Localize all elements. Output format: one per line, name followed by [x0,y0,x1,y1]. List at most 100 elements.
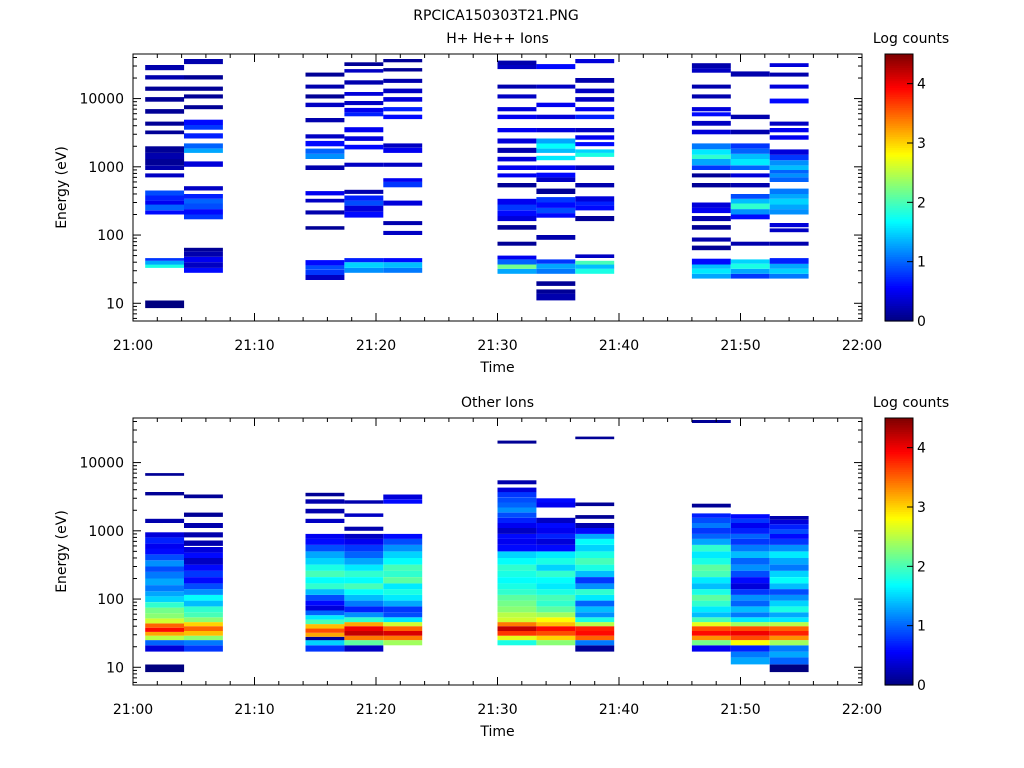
colorbar-band [885,107,913,111]
heatmap-cell [730,545,770,552]
heatmap-cell [383,533,423,539]
x-tick-label: 22:00 [842,702,882,718]
colorbar-band [885,216,913,220]
heatmap-cell [383,494,423,500]
heatmap-cell [184,125,223,130]
heatmap-cell [769,241,809,246]
heatmap-cell [769,600,809,607]
heatmap-cell [536,289,576,294]
heatmap-cell [730,159,770,166]
colorbar-band [885,569,913,573]
heatmap-cell [305,594,345,601]
heatmap-cell [536,197,576,203]
heatmap-cell [305,577,345,584]
heatmap-cell [769,577,809,584]
heatmap-cell [145,260,185,265]
heatmap-cell [184,606,223,613]
heatmap-cell [305,94,345,99]
colorbar-band [885,647,913,650]
colorbar-band [885,232,913,235]
colorbar-tick-label: 1 [917,619,926,635]
colorbar-band [885,296,913,300]
heatmap-cell [575,523,615,528]
colorbar-band [885,469,913,472]
heatmap-cell [691,528,731,534]
heatmap-cell [536,558,576,565]
heatmap-cell [691,503,731,508]
heatmap-cell [575,612,615,618]
heatmap-cell [497,255,537,260]
heatmap-cell [344,635,384,641]
heatmap-cell [305,165,345,170]
heatmap-cell [730,268,770,274]
heatmap-cell [691,107,731,112]
heatmap-cell [344,583,384,590]
heatmap-cell [145,578,185,586]
colorbar-band [885,662,913,666]
colorbar-band [885,515,913,519]
colorbar-band [885,527,913,530]
colorbar-band [885,444,913,448]
heatmap-cell [691,216,731,222]
heatmap-cell [536,622,576,627]
heatmap-cell [344,267,384,273]
colorbar-band [885,502,913,506]
colorbar-band [885,58,913,62]
colorbar-band [885,274,913,278]
heatmap-cell [536,612,576,618]
colorbar-tick-label: 2 [917,559,926,575]
colorbar-band [885,258,913,262]
heatmap-cell [383,617,423,623]
heatmap-cell [691,545,731,552]
heatmap-cell [691,513,731,518]
heatmap-cell [145,210,185,215]
colorbar-band [885,518,913,521]
heatmap-cell [145,264,185,268]
heatmap-cell [536,114,576,120]
heatmap-cell [497,138,537,144]
heatmap-cell [575,564,615,571]
colorbar-band [885,602,913,606]
heatmap-cell [497,617,537,623]
colorbar-band [885,120,913,124]
heatmap-cell [184,247,223,252]
heatmap-cell [383,178,423,182]
heatmap-cell [730,241,770,246]
heatmap-cell [383,538,423,545]
heatmap-cell [344,101,384,106]
heatmap-cell [691,523,731,528]
heatmap-cell [769,135,809,140]
colorbar-band [885,544,913,548]
heatmap-cell [575,635,615,641]
heatmap-cell [575,600,615,607]
heatmap-cell [497,512,537,518]
colorbar-band [885,260,913,264]
heatmap-cell [575,436,615,440]
heatmap-cell [184,540,223,546]
colorbar-band [885,460,913,464]
heatmap-cell [383,635,423,641]
heatmap-cell [575,216,615,222]
heatmap-cell [536,533,576,539]
heatmap-cell [691,577,731,584]
heatmap-cell [184,86,223,91]
heatmap-cell [536,640,576,646]
heatmap-cell [769,631,809,636]
heatmap-cell [769,583,809,590]
heatmap-cell [145,596,185,603]
heatmap-cell [497,440,537,444]
heatmap-cell [691,517,731,523]
heatmap-cell [344,558,384,565]
colorbar-band [885,542,913,546]
heatmap-cell [769,516,809,520]
heatmap-cell [575,107,615,112]
colorbar-band [885,191,913,195]
heatmap-cell [730,528,770,534]
colorbar-band [885,125,913,129]
colorbar-band [885,214,913,218]
heatmap-cell [145,532,185,538]
heatmap-cell [536,600,576,607]
heatmap-cell [184,594,223,601]
heatmap-cell [145,492,185,496]
colorbar-band [885,529,913,533]
